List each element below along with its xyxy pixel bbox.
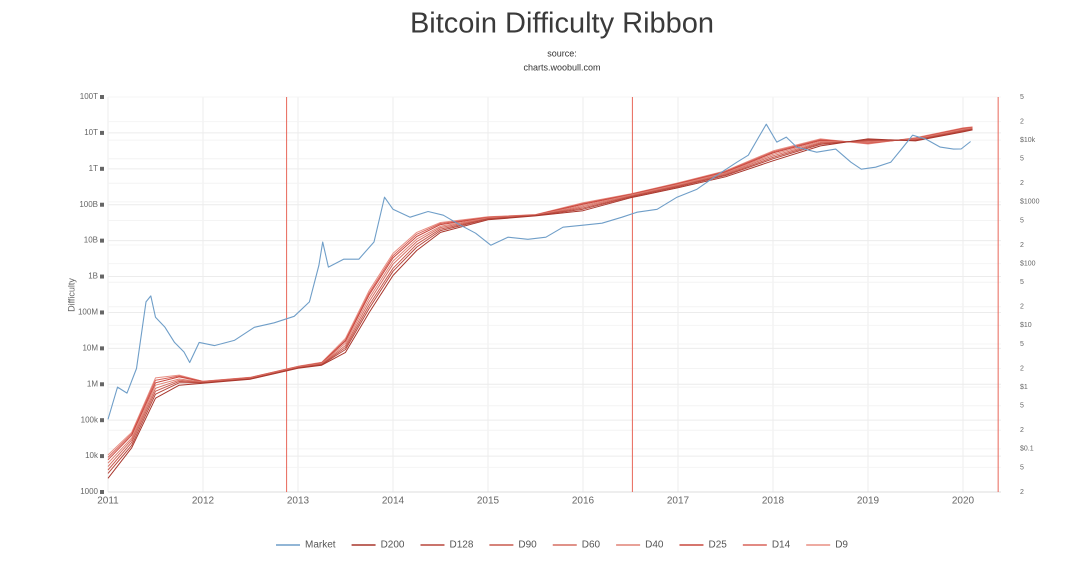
y2-tick-label: 5: [1020, 403, 1024, 410]
y-tick-label: 1T: [89, 164, 98, 173]
y2-tick-label: $100: [1020, 260, 1036, 267]
x-tick-label: 2018: [762, 496, 785, 507]
y2-tick-label: 2: [1020, 304, 1024, 311]
legend: Market D200 D128 D90 D60 D40 D25 D14 D9: [276, 540, 848, 551]
series-line: [107, 128, 973, 474]
legend-label: D200: [381, 540, 405, 551]
y-tick-label: 100M: [78, 308, 98, 317]
y-tick-label: 100k: [81, 415, 99, 424]
tick-marker: [100, 274, 104, 279]
x-tick-label: 2016: [572, 496, 595, 507]
y2-tick-label: 5: [1020, 217, 1024, 224]
y-axis-label: Difficulty: [66, 278, 76, 312]
y2-tick-label: $10: [1020, 322, 1032, 329]
y-tick-label: 1M: [87, 379, 98, 388]
y2-tick-label: 5: [1020, 156, 1024, 163]
series-line: [107, 128, 973, 467]
legend-label: D40: [645, 540, 664, 551]
tick-marker: [100, 130, 104, 135]
legend-label: Market: [305, 540, 336, 551]
y-tick-label: 1000: [80, 487, 98, 496]
y2-tick-label: 2: [1020, 489, 1024, 496]
chart-title: Bitcoin Difficulty Ribbon: [410, 8, 714, 40]
legend-label: D25: [708, 540, 727, 551]
series-line: [107, 129, 973, 479]
y-tick-label: 1B: [88, 272, 98, 281]
y2-tick-label: 2: [1020, 365, 1024, 372]
y2-tick-label: 2: [1020, 118, 1024, 125]
x-tick-label: 2020: [952, 496, 975, 507]
series-line: [107, 127, 973, 461]
tick-marker: [100, 382, 104, 387]
y-tick-label: 10T: [84, 128, 98, 137]
series-line: [107, 127, 973, 464]
subtitle: source:: [547, 48, 577, 58]
tick-marker: [100, 238, 104, 243]
y2-tick-label: 5: [1020, 279, 1024, 286]
x-tick-label: 2015: [477, 496, 500, 507]
legend-label: D14: [772, 540, 791, 551]
y-tick-label: 100T: [80, 92, 98, 101]
y2-tick-label: 5: [1020, 341, 1024, 348]
legend-label: D128: [449, 540, 473, 551]
y2-tick-label: $0.1: [1020, 446, 1034, 453]
series-line: [107, 128, 973, 471]
y-tick-label: 10k: [85, 451, 99, 460]
y2-tick-label: 2: [1020, 242, 1024, 249]
legend-label: D90: [518, 540, 537, 551]
x-tick-label: 2012: [192, 496, 215, 507]
series-line: [107, 126, 973, 458]
legend-label: D60: [582, 540, 601, 551]
y2-tick-label: $1000: [1020, 199, 1040, 206]
tick-marker: [100, 202, 104, 207]
x-tick-label: 2019: [857, 496, 880, 507]
y-tick-label: 10B: [84, 236, 98, 245]
y2-tick-label: 2: [1020, 427, 1024, 434]
y-tick-label: 100B: [79, 200, 98, 209]
x-tick-label: 2011: [97, 496, 119, 507]
tick-marker: [100, 418, 104, 423]
legend-label: D9: [835, 540, 848, 551]
y-tick-label: 10M: [82, 343, 98, 352]
tick-marker: [100, 166, 104, 171]
x-tick-label: 2013: [287, 496, 310, 507]
tick-marker: [100, 346, 104, 351]
tick-marker: [100, 95, 104, 99]
y2-tick-label: 2: [1020, 180, 1024, 187]
tick-marker: [100, 454, 104, 459]
tick-marker: [100, 310, 104, 315]
y2-tick-label: $1: [1020, 384, 1028, 391]
x-tick-label: 2017: [667, 496, 690, 507]
tick-marker: [100, 490, 104, 494]
x-tick-label: 2014: [382, 496, 405, 507]
y2-tick-label: $10k: [1020, 137, 1036, 144]
subtitle: charts.woobull.com: [523, 62, 600, 72]
y2-tick-label: 5: [1020, 464, 1024, 471]
series-line: [107, 123, 971, 420]
y2-tick-label: 5: [1020, 94, 1024, 101]
